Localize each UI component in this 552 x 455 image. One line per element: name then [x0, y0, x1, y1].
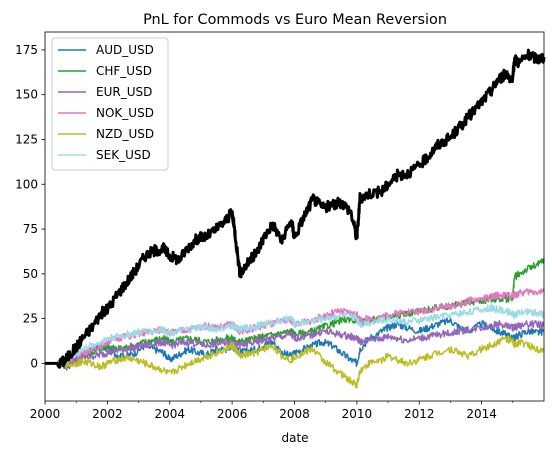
legend-entry-label: CHF_USD [96, 64, 152, 78]
legend-entry-label: NOK_USD [96, 106, 154, 120]
y-tick-label: 150 [15, 88, 38, 102]
y-tick-label: 25 [23, 312, 38, 326]
y-tick-label: 50 [23, 267, 38, 281]
series-line-eur-usd [45, 319, 545, 367]
y-tick-label: 175 [15, 43, 38, 57]
legend-entry-label: AUD_USD [96, 43, 154, 57]
x-axis: 2000 2002 2004 2006 2008 2010 2012 2014 [30, 401, 514, 421]
x-tick-label: 2014 [466, 407, 497, 421]
series-line-sek-usd [45, 304, 545, 368]
x-tick-label: 2002 [92, 407, 123, 421]
x-tick-label: 2000 [30, 407, 61, 421]
x-tick-label: 2008 [279, 407, 310, 421]
y-tick-label: 0 [30, 356, 38, 370]
chart-title: PnL for Commods vs Euro Mean Reversion [143, 12, 447, 28]
plot-area [44, 48, 546, 389]
legend: AUD_USD CHF_USD EUR_USD NOK_USD NZD_USD SEK_U… [51, 37, 169, 171]
y-tick-label: 75 [23, 222, 38, 236]
series-line-nzd-usd [45, 335, 545, 389]
y-tick-label: 125 [15, 132, 38, 146]
x-tick-label: 2010 [342, 407, 373, 421]
x-tick-label: 2006 [217, 407, 248, 421]
legend-entry-label: SEK_USD [96, 148, 151, 162]
y-axis: 0 25 50 75 100 125 150 175 [15, 43, 45, 370]
total-pnl-line [44, 48, 546, 369]
legend-entry-label: NZD_USD [96, 127, 154, 141]
y-tick-label: 100 [15, 177, 38, 191]
x-tick-label: 2012 [404, 407, 435, 421]
x-tick-label: 2004 [154, 407, 185, 421]
x-axis-label: date [281, 431, 308, 445]
legend-entry-label: EUR_USD [96, 85, 152, 99]
